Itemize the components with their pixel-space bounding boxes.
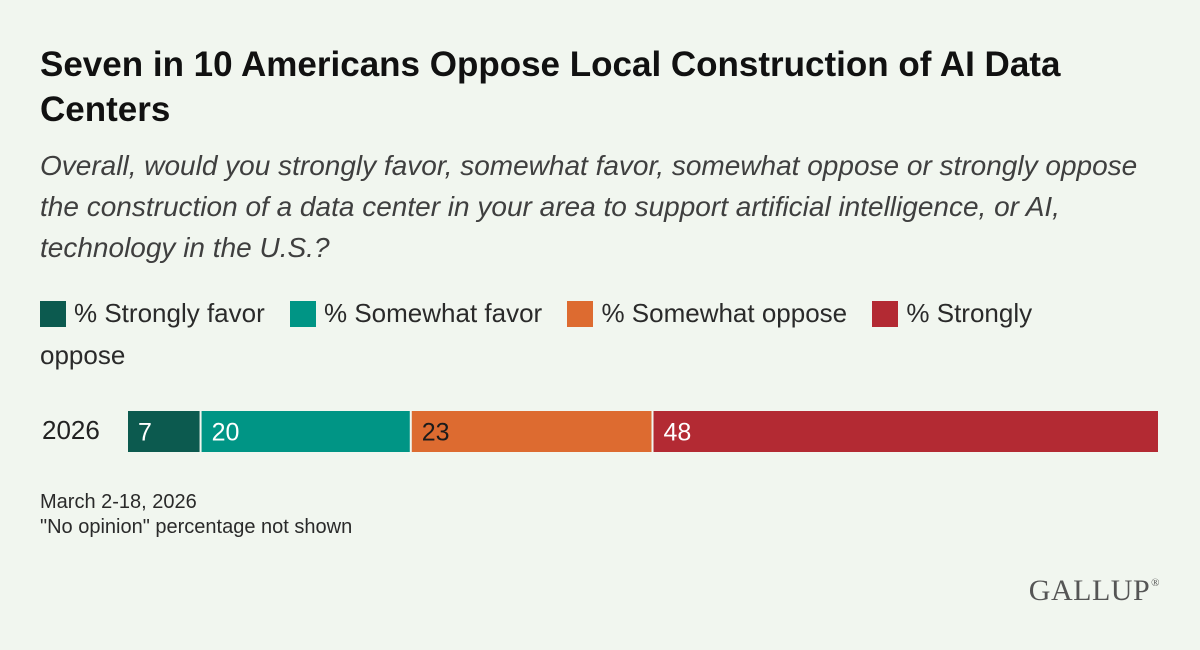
gallup-logo: GALLUP® — [1029, 574, 1160, 608]
data-label-somewhat-oppose: 23 — [422, 419, 450, 447]
gallup-logo-text: GALLUP — [1028, 574, 1151, 607]
legend-swatch-strongly-favor — [40, 301, 66, 327]
survey-dates: March 2-18, 2026 — [40, 491, 197, 513]
legend-label-somewhat-oppose: % Somewhat oppose — [601, 298, 848, 328]
legend-label-somewhat-favor: % Somewhat favor — [323, 298, 543, 328]
legend-item-strongly-favor: % Strongly favor — [40, 298, 265, 328]
data-label-strongly-favor: 7 — [138, 419, 152, 447]
legend-label-strongly-favor: % Strongly favor — [74, 298, 265, 328]
registered-mark: ® — [1151, 577, 1160, 589]
legend-swatch-somewhat-favor — [289, 301, 316, 327]
chart-legend: % Strongly favor % Somewhat favor % Some… — [40, 292, 1120, 376]
bar-segment-somewhat-oppose — [411, 411, 652, 452]
legend-item-somewhat-favor: % Somewhat favor — [289, 298, 543, 328]
data-label-somewhat-favor: 20 — [212, 419, 240, 447]
bar-segment-strongly-oppose — [653, 411, 1158, 452]
footnote-no-opinion: "No opinion" percentage not shown — [40, 516, 353, 538]
legend-item-somewhat-oppose: % Somewhat oppose — [567, 298, 847, 328]
chart-title: Seven in 10 Americans Oppose Local Const… — [40, 45, 1061, 129]
legend-item-strongly-oppose: % Strongly oppose — [40, 298, 1032, 370]
legend-swatch-somewhat-oppose — [567, 301, 594, 327]
data-label-strongly-oppose: 48 — [664, 419, 692, 447]
chart-subtitle: Overall, would you strongly favor, somew… — [40, 150, 1138, 263]
category-label-2026: 2026 — [42, 415, 100, 445]
legend-swatch-strongly-oppose — [872, 301, 899, 327]
bar-segment-strongly-favor — [128, 411, 200, 452]
bar-segment-somewhat-favor — [201, 411, 410, 452]
legend-label-strongly-oppose: % Strongly oppose — [40, 298, 1033, 370]
